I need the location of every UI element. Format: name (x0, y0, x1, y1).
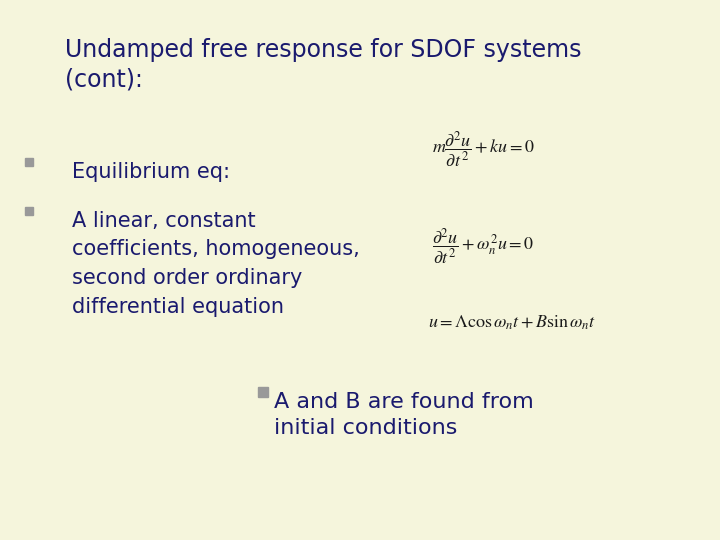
Text: Equilibrium eq:: Equilibrium eq: (72, 162, 230, 182)
Text: A and B are found from
initial conditions: A and B are found from initial condition… (274, 392, 534, 438)
Text: $\dfrac{\partial^2 u}{\partial t^2} + \omega_n^2 u = 0$: $\dfrac{\partial^2 u}{\partial t^2} + \o… (432, 227, 534, 267)
Text: Undamped free response for SDOF systems
(cont):: Undamped free response for SDOF systems … (65, 38, 581, 91)
Text: $m\dfrac{\partial^2 u}{\partial t^2} + ku = 0$: $m\dfrac{\partial^2 u}{\partial t^2} + k… (432, 130, 535, 170)
Text: $u = \Lambda\cos\omega_n t + B\sin\omega_n t$: $u = \Lambda\cos\omega_n t + B\sin\omega… (428, 313, 597, 332)
Text: A linear, constant
coefficients, homogeneous,
second order ordinary
differential: A linear, constant coefficients, homogen… (72, 211, 360, 317)
